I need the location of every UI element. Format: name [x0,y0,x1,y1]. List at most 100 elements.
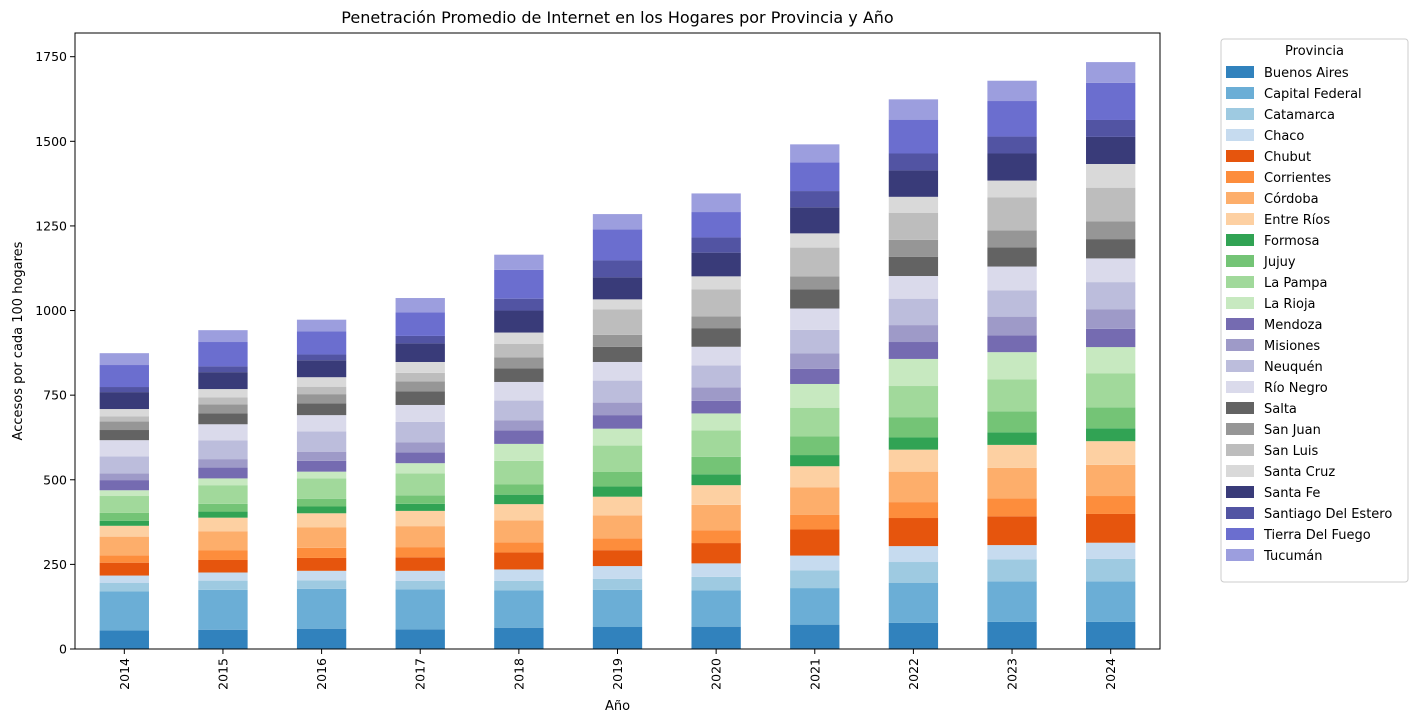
legend-label: Salta [1264,402,1297,417]
bar-segment [987,432,1037,445]
legend-title: Provincia [1285,44,1344,59]
x-tick-label: 2017 [413,658,428,690]
bar-segment [296,527,347,548]
bar-segment [198,478,248,486]
bar-segment [296,498,347,507]
bar-segment [592,380,643,403]
bar-segment [99,490,149,497]
bar-segment [888,298,939,326]
bar-segment [790,455,840,467]
legend-label: Capital Federal [1264,87,1362,102]
bar-segment [1086,542,1136,559]
bar-segment [99,409,149,417]
bar-segment [198,517,248,532]
bar-segment [494,494,544,505]
bar-segment [296,403,347,416]
bar-segment [395,526,445,548]
y-tick-label: 500 [43,472,67,487]
bar-segment [987,379,1037,412]
bar-segment [1086,328,1136,348]
bar-segment [888,449,939,472]
bar-segment [691,346,741,366]
bar-segment [99,365,149,388]
bar-segment [494,298,544,311]
bar-segment [494,569,544,581]
bar-segment [198,580,248,590]
legend-swatch [1226,66,1254,78]
bar-segment [198,366,248,373]
bar-segment [296,471,347,479]
bar-segment [592,566,643,579]
bar-segment [691,276,741,290]
bar-segment [592,471,643,487]
bar-segment [888,622,939,649]
bar-segment [494,254,544,270]
bar-segment [790,624,840,649]
bar-segment [888,119,939,154]
bar-segment [1086,513,1136,543]
bar-segment [888,358,939,387]
bar-segment [494,504,544,521]
bar-segment [987,444,1037,468]
bar-segment [888,471,939,503]
bar-segment [1086,373,1136,408]
legend-swatch [1226,297,1254,309]
bar-segment [592,346,643,362]
bar-segment [494,269,544,299]
bar-segment [198,511,248,518]
bars-group [99,62,1136,649]
bar-segment [1086,62,1136,83]
bar-segment [592,402,643,416]
bar-segment [987,467,1037,499]
bar-segment [494,520,544,543]
bar-segment [888,502,939,519]
bar-segment [987,197,1037,231]
bar-segment [198,330,248,343]
x-tick-label: 2021 [807,658,822,690]
bar-segment [296,331,347,355]
bar-segment [1086,119,1136,137]
bar-segment [888,518,939,547]
bar-segment [494,542,544,553]
bar-segment [395,557,445,571]
legend-swatch [1226,192,1254,204]
x-axis: 2014 2015 2016 2017 2018 2019 2020 2021 2022 2023… [117,649,1118,690]
bar-segment [395,312,445,336]
bar-segment [790,466,840,488]
bar-segment [198,503,248,512]
x-tick-label: 2019 [610,658,625,690]
bar-segment [790,276,840,290]
bar-segment [592,515,643,539]
legend-label: Misiones [1264,339,1320,354]
bar-segment [99,416,149,422]
bar-segment [198,485,248,504]
bar-segment [592,538,643,551]
bar-segment [494,332,544,344]
bar-segment [296,451,347,461]
bar-segment [99,575,149,583]
bar-segment [198,531,248,551]
bar-segment [494,552,544,570]
x-tick-label: 2018 [511,658,526,690]
bar-segment [296,580,347,589]
x-tick-label: 2024 [1103,658,1118,690]
legend-label: Santiago Del Estero [1264,507,1392,522]
bar-segment [790,383,840,408]
legend-label: Córdoba [1264,192,1319,207]
bar-segment [1086,258,1136,283]
bar-segment [494,627,544,649]
legend-label: Río Negro [1264,381,1328,396]
bar-segment [888,386,939,418]
bar-segment [198,424,248,441]
bar-segment [592,486,643,497]
legend-swatch [1226,507,1254,519]
bar-segment [888,256,939,277]
legend-swatch [1226,444,1254,456]
bar-segment [1086,581,1136,622]
bar-segment [790,247,840,277]
bar-segment [99,630,149,649]
bar-segment [296,354,347,361]
bar-segment [198,342,248,367]
bar-segment [1086,558,1136,582]
bar-segment [790,353,840,369]
